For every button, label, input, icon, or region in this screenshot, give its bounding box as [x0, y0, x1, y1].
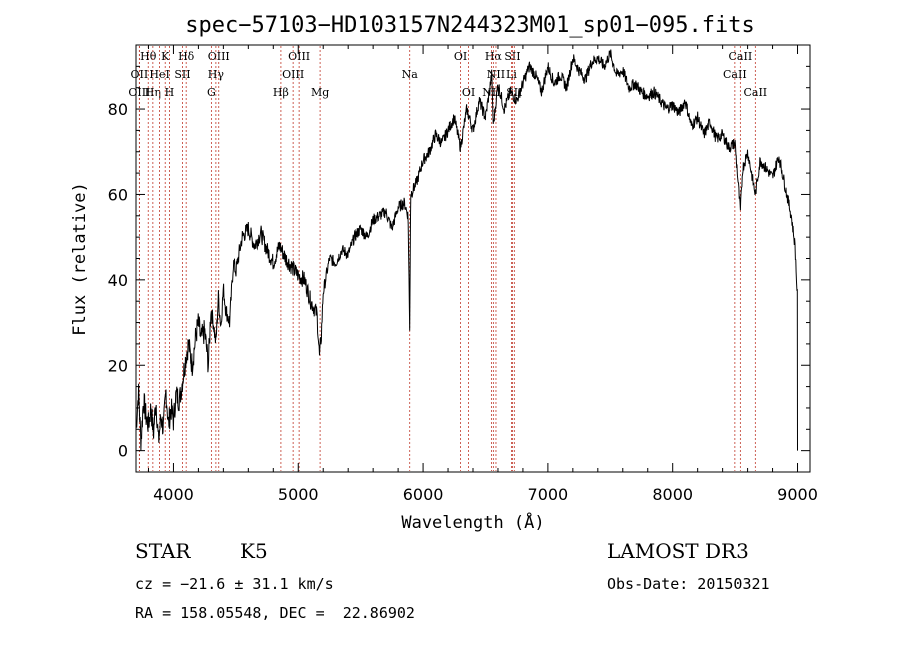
y-tick-label: 60 [108, 185, 128, 204]
spectral-line-label: CaII [723, 68, 747, 81]
chart-title: spec−57103−HD103157N244323M01_sp01−095.f… [185, 13, 755, 38]
spectral-line-label: OIII [128, 86, 150, 99]
spectral-line-label: SII [504, 50, 520, 63]
redshift-readout: cz = −21.6 ± 31.1 km/s [135, 575, 334, 593]
coordinates-readout: RA = 158.05548, DEC = 22.86902 [135, 604, 415, 622]
x-tick-label: 6000 [403, 485, 444, 504]
x-tick-label: 9000 [777, 485, 818, 504]
observation-date: Obs-Date: 20150321 [607, 575, 770, 593]
spectral-line-label: Hη [145, 86, 161, 99]
spectral-line-label: Hβ [273, 86, 289, 99]
spectral-line-label: Hγ [208, 68, 225, 81]
spectral-line-label: CaII [743, 86, 767, 99]
spectral-line-label: G [207, 86, 216, 99]
y-tick-label: 80 [108, 100, 128, 119]
object-class: STAR [135, 539, 191, 563]
spectral-line-label: OI [454, 50, 467, 63]
y-tick-label: 40 [108, 271, 128, 290]
x-tick-label: 7000 [528, 485, 569, 504]
spectral-line-label: NII [487, 68, 505, 81]
spectral-line-label: Hα [485, 50, 503, 63]
spectral-line-label: Hδ [178, 50, 195, 63]
y-tick-label: 20 [108, 356, 128, 375]
spectral-line-label: Li [506, 68, 517, 81]
series-flux [135, 49, 798, 451]
spectral-line-label: OIII [208, 50, 230, 63]
y-axis-label: Flux (relative) [70, 182, 90, 336]
spectral-line-label: Mg [311, 86, 329, 99]
axes-layer: 4000 5000 6000 7000 8000 9000 0 20 40 60 80 [108, 44, 818, 504]
spectral-line-label: HeI [149, 68, 169, 81]
x-tick-label: 4000 [153, 485, 194, 504]
survey-name: LAMOST DR3 [607, 539, 749, 563]
spectral-line-label: Na [402, 68, 419, 81]
spectral-line-label: OIII [288, 50, 310, 63]
spectral-line-label: H [165, 86, 175, 99]
series-layer [135, 49, 798, 451]
spectral-line-label: OI [462, 86, 475, 99]
x-tick-label: 5000 [278, 485, 319, 504]
spectral-line-label: CaII [729, 50, 753, 63]
x-tick-label: 8000 [652, 485, 693, 504]
x-axis-label: Wavelength (Å) [401, 511, 544, 533]
spectral-line-label: Hθ [140, 50, 157, 63]
y-tick-label: 0 [118, 442, 128, 461]
plot-frame [135, 44, 811, 473]
spectral-line-label: SII [174, 68, 190, 81]
object-subclass: K5 [240, 539, 268, 563]
spectral-line-label: K [161, 50, 170, 63]
spectral-line-label: OIII [282, 68, 304, 81]
